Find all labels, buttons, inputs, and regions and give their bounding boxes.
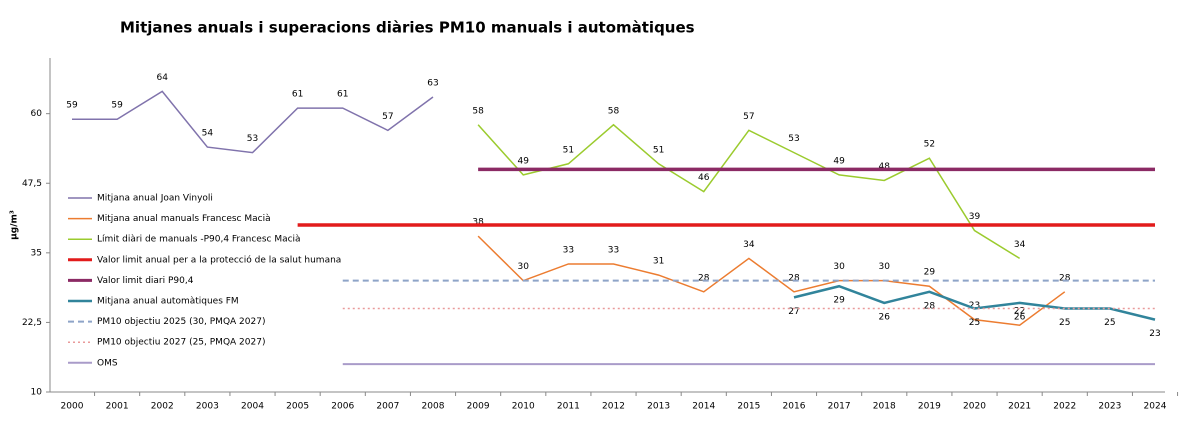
series-line [477, 235, 1066, 326]
x-tick-label: 2014 [692, 402, 715, 412]
data-label: 57 [382, 112, 393, 122]
x-tick-label: 2022 [1053, 402, 1076, 412]
x-tick-label: 2019 [918, 402, 941, 412]
x-tick-label: 2001 [106, 402, 129, 412]
data-label: 58 [472, 106, 484, 116]
legend-label: Valor limit diari P90,4 [97, 276, 194, 286]
chart-title: Mitjanes anuals i superacions diàries PM… [120, 19, 695, 37]
x-tick-label: 2007 [376, 402, 399, 412]
x-tick-label: 2012 [602, 402, 625, 412]
data-label: 52 [924, 140, 935, 150]
data-label: 31 [653, 257, 664, 267]
x-tick-label: 2024 [1144, 402, 1167, 412]
data-label: 25 [1059, 318, 1070, 328]
data-label: 26 [879, 312, 891, 322]
legend-label: Mitjana anual automàtiques FM [97, 297, 239, 307]
legend-label: Mitjana anual manuals Francesc Macià [97, 214, 271, 224]
x-tick-label: 2020 [963, 402, 986, 412]
data-label: 30 [518, 262, 530, 272]
data-label: 25 [1104, 318, 1115, 328]
x-tick-label: 2011 [557, 402, 580, 412]
series-line [72, 90, 434, 154]
data-label: 22 [1014, 307, 1025, 317]
data-label: 39 [969, 212, 981, 222]
x-tick-label: 2015 [737, 402, 760, 412]
data-label: 30 [879, 262, 891, 272]
data-label: 58 [608, 106, 620, 116]
y-tick-label: 22,5 [22, 318, 42, 328]
data-label: 53 [788, 134, 799, 144]
data-label: 30 [833, 262, 845, 272]
data-label: 28 [1059, 273, 1071, 283]
x-tick-label: 2021 [1008, 402, 1031, 412]
x-tick-label: 2006 [331, 402, 354, 412]
data-label: 48 [879, 162, 891, 172]
data-label: 38 [472, 218, 484, 228]
y-tick-label: 10 [31, 388, 43, 398]
data-label: 51 [653, 145, 664, 155]
x-tick-label: 2017 [828, 402, 851, 412]
data-label: 61 [337, 90, 348, 100]
data-label: 34 [1014, 240, 1026, 250]
x-tick-label: 2009 [467, 402, 490, 412]
data-label: 23 [1149, 329, 1160, 339]
x-tick-label: 2018 [873, 402, 896, 412]
data-label: 26 [1014, 312, 1026, 322]
legend-label: PM10 objectiu 2027 (25, PMQA 2027) [97, 338, 265, 348]
legend-label: Mitjana anual Joan Vinyoli [97, 194, 213, 204]
data-label: 25 [969, 318, 980, 328]
data-label: 59 [111, 101, 123, 111]
legend-label: Límit diàri de manuals -P90,4 Francesc M… [97, 235, 301, 245]
y-tick-label: 60 [31, 109, 43, 119]
data-label: 64 [157, 73, 169, 83]
x-tick-label: 2005 [286, 402, 309, 412]
data-label: 57 [743, 112, 754, 122]
data-label: 28 [924, 301, 936, 311]
x-tick-label: 2000 [61, 402, 84, 412]
legend-label: Valor limit anual per a la protecció de … [97, 254, 341, 265]
x-tick-label: 2003 [196, 402, 219, 412]
data-label: 59 [66, 101, 78, 111]
data-label: 29 [833, 296, 845, 306]
data-label: 61 [292, 90, 303, 100]
x-tick-label: 2023 [1098, 402, 1121, 412]
y-axis-label: µg/m³ [10, 210, 20, 240]
data-label: 34 [743, 240, 755, 250]
x-tick-label: 2002 [151, 402, 174, 412]
x-tick-label: 2008 [422, 402, 445, 412]
data-label: 29 [924, 268, 936, 278]
series-line [477, 123, 1021, 260]
data-label: 53 [247, 134, 258, 144]
data-label: 54 [202, 129, 214, 139]
x-tick-label: 2016 [783, 402, 806, 412]
data-label: 63 [427, 78, 438, 88]
data-label: 33 [608, 245, 619, 255]
data-label: 49 [833, 156, 845, 166]
data-label: 28 [788, 273, 800, 283]
data-label: 28 [698, 273, 710, 283]
data-label: 49 [518, 156, 530, 166]
data-label: 27 [788, 307, 799, 317]
legend-label: OMS [97, 358, 118, 368]
data-label: 46 [698, 173, 710, 183]
y-tick-label: 47,5 [22, 179, 42, 189]
data-label: 23 [969, 301, 980, 311]
data-label: 33 [563, 245, 574, 255]
y-tick-label: 35 [31, 248, 42, 258]
x-tick-label: 2004 [241, 402, 264, 412]
data-label: 51 [563, 145, 574, 155]
x-tick-label: 2013 [647, 402, 670, 412]
legend-label: PM10 objectiu 2025 (30, PMQA 2027) [97, 317, 265, 327]
x-tick-label: 2010 [512, 402, 535, 412]
